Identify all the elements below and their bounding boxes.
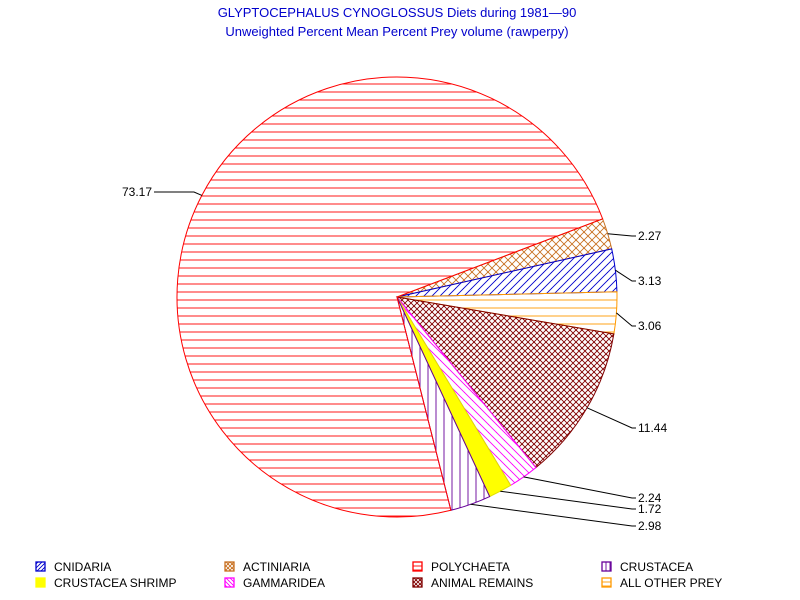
legend-label-gammaridea: GAMMARIDEA [243,576,325,590]
leader-line-gammaridea [523,476,636,499]
leader-line-crustacea [470,503,636,527]
legend-swatch-crustacea [601,561,612,572]
data-labels: 2.27 3.13 3.06 11.44 2.241.72 2.98 73.17 [122,185,667,533]
legend-swatch-actiniaria [224,561,235,572]
legend-label-all-other-prey: ALL OTHER PREY [620,576,722,590]
data-label-actiniaria: 2.27 [638,229,662,243]
data-label-cnidaria: 3.13 [638,274,662,288]
leader-lines [154,191,636,527]
legend-swatch-polychaeta [412,561,423,572]
legend-label-cnidaria: CNIDARIA [54,560,111,574]
legend-swatch-crustacea-shrimp [35,577,46,588]
pie-slice-animal-remains [395,296,615,469]
leader-line-animal-remains [586,407,636,429]
legend-label-polychaeta: POLYCHAETA [431,560,510,574]
data-label-gammaridea: 2.24 [638,491,662,505]
data-label-animal-remains: 11.44 [638,421,667,435]
legend-label-crustacea-shrimp: CRUSTACEA SHRIMP [54,576,176,590]
pie-slices [176,76,618,518]
leader-line-cnidaria [615,269,636,282]
legend-swatch-all-other-prey [601,577,612,588]
legend-label-animal-remains: ANIMAL REMAINS [431,576,533,590]
leader-line-polychaeta [154,191,203,196]
data-label-crustacea: 2.98 [638,519,662,533]
leader-line-actiniaria [607,233,636,237]
chart-title: GLYPTOCEPHALUS CYNOGLOSSUS Diets during … [218,5,577,20]
legend-label-actiniaria: ACTINIARIA [243,560,310,574]
legend: CNIDARIA ACTINIARIA POLYCHAETA CRUSTACEA CRU… [35,560,722,590]
leader-line-crustacea-shrimp [500,490,636,510]
leader-line-all-other-prey [616,312,636,327]
legend-swatch-cnidaria [35,561,46,572]
data-label-polychaeta: 73.17 [122,185,152,199]
legend-swatch-gammaridea [224,577,235,588]
legend-swatch-animal-remains [412,577,423,588]
legend-label-crustacea: CRUSTACEA [620,560,693,574]
chart-subtitle: Unweighted Percent Mean Percent Prey vol… [225,24,568,39]
data-label-crustacea-shrimp: 1.72 [638,502,662,516]
data-label-all-other-prey: 3.06 [638,319,662,333]
